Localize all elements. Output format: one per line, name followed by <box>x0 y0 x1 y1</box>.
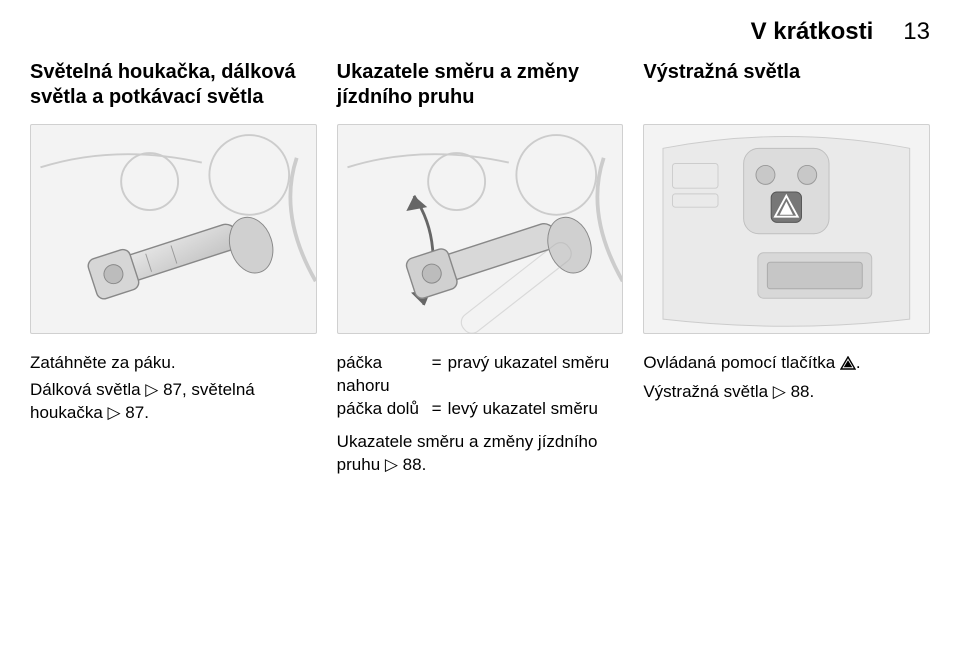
col1-illustration <box>30 124 317 334</box>
column-3: Výstražná světla <box>643 60 930 481</box>
hazard-triangle-icon <box>840 354 856 377</box>
col1-body: Zatáhněte za páku. Dálková světla ▷ 87, … <box>30 352 317 429</box>
col3-line1-prefix: Ovládaná pomocí tlačítka <box>643 353 840 372</box>
def-eq-1: = <box>432 352 448 398</box>
col3-body: Ovládaná pomocí tlačítka . Výstražná svě… <box>643 352 930 408</box>
col3-heading: Výstražná světla <box>643 60 930 116</box>
stalk-lever-illustration <box>31 125 316 333</box>
col1-line2: Dálková světla ▷ 87, světelná houkačka ▷… <box>30 379 317 425</box>
section-title: V krátkosti <box>751 18 874 46</box>
hazard-button-icon <box>771 192 801 222</box>
def-term-1: páčka nahoru <box>337 352 432 398</box>
page-header: V krátkosti 13 <box>30 18 930 46</box>
def-term-2: páčka dolů <box>337 398 432 421</box>
col3-line1: Ovládaná pomocí tlačítka . <box>643 352 930 377</box>
col2-trailer-text: Ukazatele směru a změny jízdního pruhu ▷… <box>337 431 624 477</box>
col3-illustration <box>643 124 930 334</box>
page-number: 13 <box>903 18 930 46</box>
manual-page: V krátkosti 13 Světelná houkačka, dálkov… <box>0 0 960 653</box>
hazard-button-illustration <box>644 125 929 333</box>
column-2: Ukazatele směru a změny jízdního pruhu <box>337 60 624 481</box>
col1-heading: Světelná houkačka, dálková světla a potk… <box>30 60 317 116</box>
turn-signal-illustration <box>338 125 623 333</box>
col2-trailer: Ukazatele směru a změny jízdního pruhu ▷… <box>337 431 624 481</box>
def-def-2: levý ukazatel směru <box>448 398 624 421</box>
col2-def-table: páčka nahoru = pravý ukazatel směru páčk… <box>337 352 624 421</box>
def-def-1: pravý ukazatel směru <box>448 352 624 398</box>
def-row-2: páčka dolů = levý ukazatel směru <box>337 398 624 421</box>
col3-line2: Výstražná světla ▷ 88. <box>643 381 930 404</box>
def-row-1: páčka nahoru = pravý ukazatel směru <box>337 352 624 398</box>
col1-line1: Zatáhněte za páku. <box>30 352 317 375</box>
col2-heading: Ukazatele směru a změny jízdního pruhu <box>337 60 624 116</box>
col3-line1-suffix: . <box>856 353 861 372</box>
three-column-layout: Světelná houkačka, dálková světla a potk… <box>30 60 930 481</box>
col2-illustration <box>337 124 624 334</box>
column-1: Světelná houkačka, dálková světla a potk… <box>30 60 317 481</box>
def-eq-2: = <box>432 398 448 421</box>
